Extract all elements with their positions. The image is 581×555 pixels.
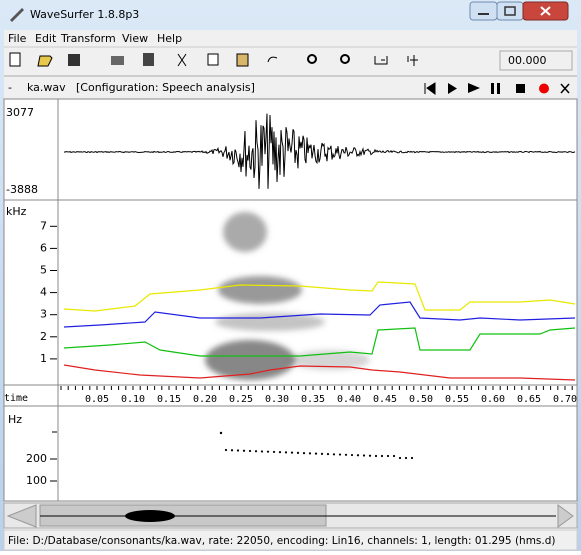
pitch-dot	[381, 455, 383, 457]
panes	[4, 99, 577, 501]
time-tick-label: 0.40	[337, 394, 361, 405]
minimize-button[interactable]	[470, 2, 497, 20]
khz-tick-label: 4	[40, 286, 47, 299]
pitch-dot	[369, 455, 371, 457]
pitch-dot	[249, 450, 251, 452]
hz-tick-label: 200	[26, 452, 47, 465]
pitch-dot	[261, 450, 263, 452]
energy-band	[223, 212, 267, 252]
pitch-dot	[321, 453, 323, 455]
pitch-dot	[357, 454, 359, 456]
pitch-dot	[220, 432, 222, 434]
pitch-dot	[363, 454, 365, 456]
pitch-dot	[327, 453, 329, 455]
new-button[interactable]	[10, 53, 20, 66]
pitch-dot	[303, 452, 305, 454]
khz-tick-label: 2	[40, 330, 47, 343]
time-tick-label: 0.50	[409, 394, 433, 405]
time-tick-label: 0.35	[301, 394, 325, 405]
time-display: 00.000	[508, 54, 547, 67]
energy-band	[215, 313, 325, 331]
stop-button[interactable]	[516, 84, 525, 93]
status-text: File: D:/Database/consonants/ka.wav, rat…	[8, 535, 556, 547]
spectrogram-unit: kHz	[6, 205, 27, 218]
pitch-dot	[399, 457, 401, 459]
khz-tick-label: 1	[40, 352, 47, 365]
pitch-dot	[345, 454, 347, 456]
pitch-dot	[315, 453, 317, 455]
app-window: WaveSurfer 1.8.8p3 File EditTransform View…	[0, 0, 581, 551]
copy-button[interactable]	[208, 54, 218, 65]
properties-button[interactable]	[143, 53, 154, 66]
time-tick-label: 0.60	[481, 394, 505, 405]
time-tick-label: 0.10	[121, 394, 145, 405]
time-tick-label: 0.70	[553, 394, 577, 405]
pitch-dot	[351, 454, 353, 456]
pitch-dot	[243, 450, 245, 452]
pitch-dot	[285, 451, 287, 453]
pitch-dot	[255, 450, 257, 452]
khz-tick-label: 6	[40, 241, 47, 254]
paste-button[interactable]	[237, 54, 248, 66]
pitch-dot	[267, 451, 269, 453]
pitch-dot	[273, 451, 275, 453]
hz-tick-label: 100	[26, 474, 47, 487]
pitch-dot	[405, 457, 407, 459]
time-axis-label: time	[4, 393, 28, 404]
pitch-dot	[393, 455, 395, 457]
waveform-min: -3888	[6, 183, 38, 196]
pitch-dot	[297, 452, 299, 454]
time-tick-label: 0.65	[517, 394, 541, 405]
pane-toggle[interactable]: -	[8, 81, 12, 94]
menu-item[interactable]: Edit	[35, 32, 57, 45]
khz-tick-label: 7	[40, 219, 47, 232]
print-button[interactable]	[111, 56, 124, 65]
pitch-dot	[231, 449, 233, 451]
time-tick-label: 0.20	[193, 394, 217, 405]
pitch-dot	[387, 455, 389, 457]
time-tick-label: 0.30	[265, 394, 289, 405]
pitch-dot	[375, 455, 377, 457]
file-name: ka.wav	[27, 81, 66, 94]
menu-item[interactable]: Transform	[60, 32, 116, 45]
khz-tick-label: 5	[40, 264, 47, 277]
time-tick-label: 0.45	[373, 394, 397, 405]
pitch-dot	[279, 451, 281, 453]
pitch-dot	[339, 453, 341, 455]
pitch-dot	[333, 453, 335, 455]
time-tick-label: 0.05	[85, 394, 109, 405]
window-title: WaveSurfer 1.8.8p3	[30, 8, 139, 21]
maximize-button[interactable]	[497, 2, 523, 20]
window-buttons	[470, 2, 568, 20]
khz-tick-label: 3	[40, 308, 47, 321]
pitch-dot	[291, 452, 293, 454]
pitch-dot	[309, 452, 311, 454]
menu-item[interactable]: View	[122, 32, 148, 45]
menu-item[interactable]: File	[8, 32, 27, 45]
pitch-dot	[237, 449, 239, 451]
time-tick-label: 0.15	[157, 394, 181, 405]
configuration: [Configuration: Speech analysis]	[76, 81, 255, 94]
time-tick-label: 0.25	[229, 394, 253, 405]
pitch-dot	[411, 457, 413, 459]
save-button[interactable]	[68, 54, 80, 66]
pitch-dot	[225, 449, 227, 451]
overview-burst	[125, 510, 175, 522]
menu-item[interactable]: Help	[157, 32, 182, 45]
record-button[interactable]	[539, 84, 549, 94]
pitch-unit: Hz	[8, 413, 22, 426]
waveform-max: 3077	[6, 106, 34, 119]
time-tick-label: 0.55	[445, 394, 469, 405]
energy-band	[218, 276, 302, 304]
